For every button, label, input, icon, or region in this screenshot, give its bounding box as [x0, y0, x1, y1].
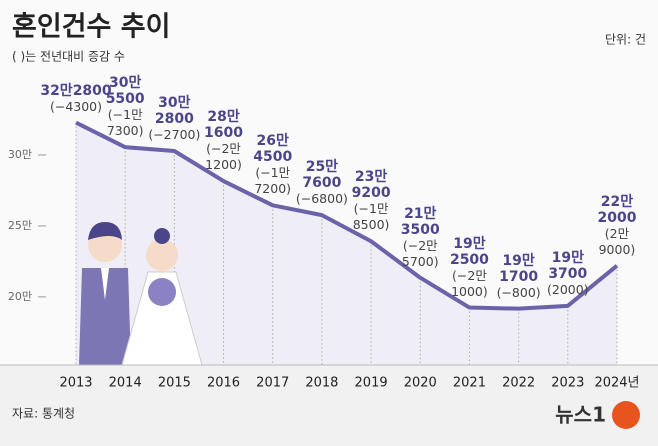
chart-title: 혼인건수 추이: [12, 12, 170, 43]
x-tick-label: 2016: [207, 376, 240, 391]
y-tick-label: 25만: [8, 219, 32, 232]
value-label: 30만 2800: [154, 95, 194, 127]
unit-label: 단위: 건: [605, 33, 646, 47]
value-label: 28만 1600: [204, 109, 244, 142]
change-label: (−1만 8500): [352, 201, 390, 233]
footer-band: [0, 365, 658, 446]
change-label: (2000): [547, 281, 589, 297]
value-label: 23만 9200: [351, 169, 391, 202]
y-tick-label: 20만: [8, 290, 32, 303]
value-label: 22만 2000: [597, 193, 637, 226]
source: 자료: 통계청: [12, 407, 75, 421]
data-label: 28만 1600 (−2만 1200): [184, 109, 264, 173]
change-label: (−2만 1200): [205, 141, 242, 173]
data-label: 30만 5500 (−1만 7300): [85, 75, 165, 139]
change-label: (−800): [496, 284, 541, 300]
x-tick-label: 2021: [453, 376, 486, 391]
x-tick-label: 2017: [256, 376, 289, 391]
subtitle: ( )는 전년대비 증감 수: [12, 50, 125, 64]
data-label: 19만 2500 (−2만 1000): [429, 236, 509, 300]
logo-text: 뉴스1: [555, 403, 606, 427]
data-label: 19만 3700 (2000): [528, 250, 608, 298]
data-label: 32만2800 (−4300): [36, 83, 116, 115]
value-label: 26만 4500: [253, 133, 293, 166]
change-label: (−1만 7200): [254, 165, 292, 197]
change-label: (−4300): [49, 98, 103, 114]
bride-head: [146, 239, 178, 271]
data-label: 30만 2800 (−2700): [134, 95, 214, 143]
x-tick-label: 2018: [305, 376, 338, 391]
groom-hair: [88, 222, 122, 240]
y-tick-label: 30만: [8, 148, 32, 161]
logo-badge: [612, 401, 640, 429]
groom-shirt: [101, 268, 109, 300]
value-label: 30만 5500: [105, 75, 145, 108]
value-label: 21만 3500: [400, 205, 440, 238]
x-tick-label: 2014: [109, 376, 142, 391]
value-label: 19만 3700: [548, 249, 588, 282]
x-tick-label: 2022: [502, 376, 535, 391]
data-label: 25만 7600 (−6800): [282, 159, 362, 207]
logo: 뉴스1: [555, 401, 640, 429]
change-label: (−1만 7300): [106, 107, 144, 139]
groom-suit: [79, 268, 131, 365]
line: [75, 120, 619, 311]
bouquet: [148, 278, 176, 306]
value-label: 19만 1700: [499, 252, 539, 285]
x-tick-label: 2024년: [594, 376, 639, 391]
data-label: 23만 9200 (−1만 8500): [331, 169, 411, 233]
bride-hair: [154, 228, 170, 244]
value-label: 19만 2500: [449, 235, 489, 268]
change-label: (2만 9000): [598, 225, 636, 257]
change-label: (−6800): [295, 191, 348, 207]
data-label: 22만 2000 (2만 9000): [577, 194, 657, 258]
data-label: 26만 4500 (−1만 7200): [233, 133, 313, 197]
data-label: 19만 1700 (−800): [479, 253, 559, 301]
illustration: [79, 222, 203, 366]
x-tick-label: 2020: [404, 376, 437, 391]
x-tick-label: 2019: [355, 376, 388, 391]
x-tick-label: 2023: [551, 376, 584, 391]
change-label: (−2700): [148, 127, 201, 142]
change-label: (−2만 1000): [451, 267, 488, 299]
x-tick-label: 2015: [158, 376, 191, 391]
area: [76, 122, 617, 365]
value-label: 32만2800: [40, 82, 112, 99]
x-tick-label: 2013: [59, 376, 92, 391]
data-label: 21만 3500 (−2만 5700): [380, 206, 460, 270]
value-label: 25만 7600: [302, 159, 342, 192]
change-label: (−2만 5700): [401, 237, 439, 269]
